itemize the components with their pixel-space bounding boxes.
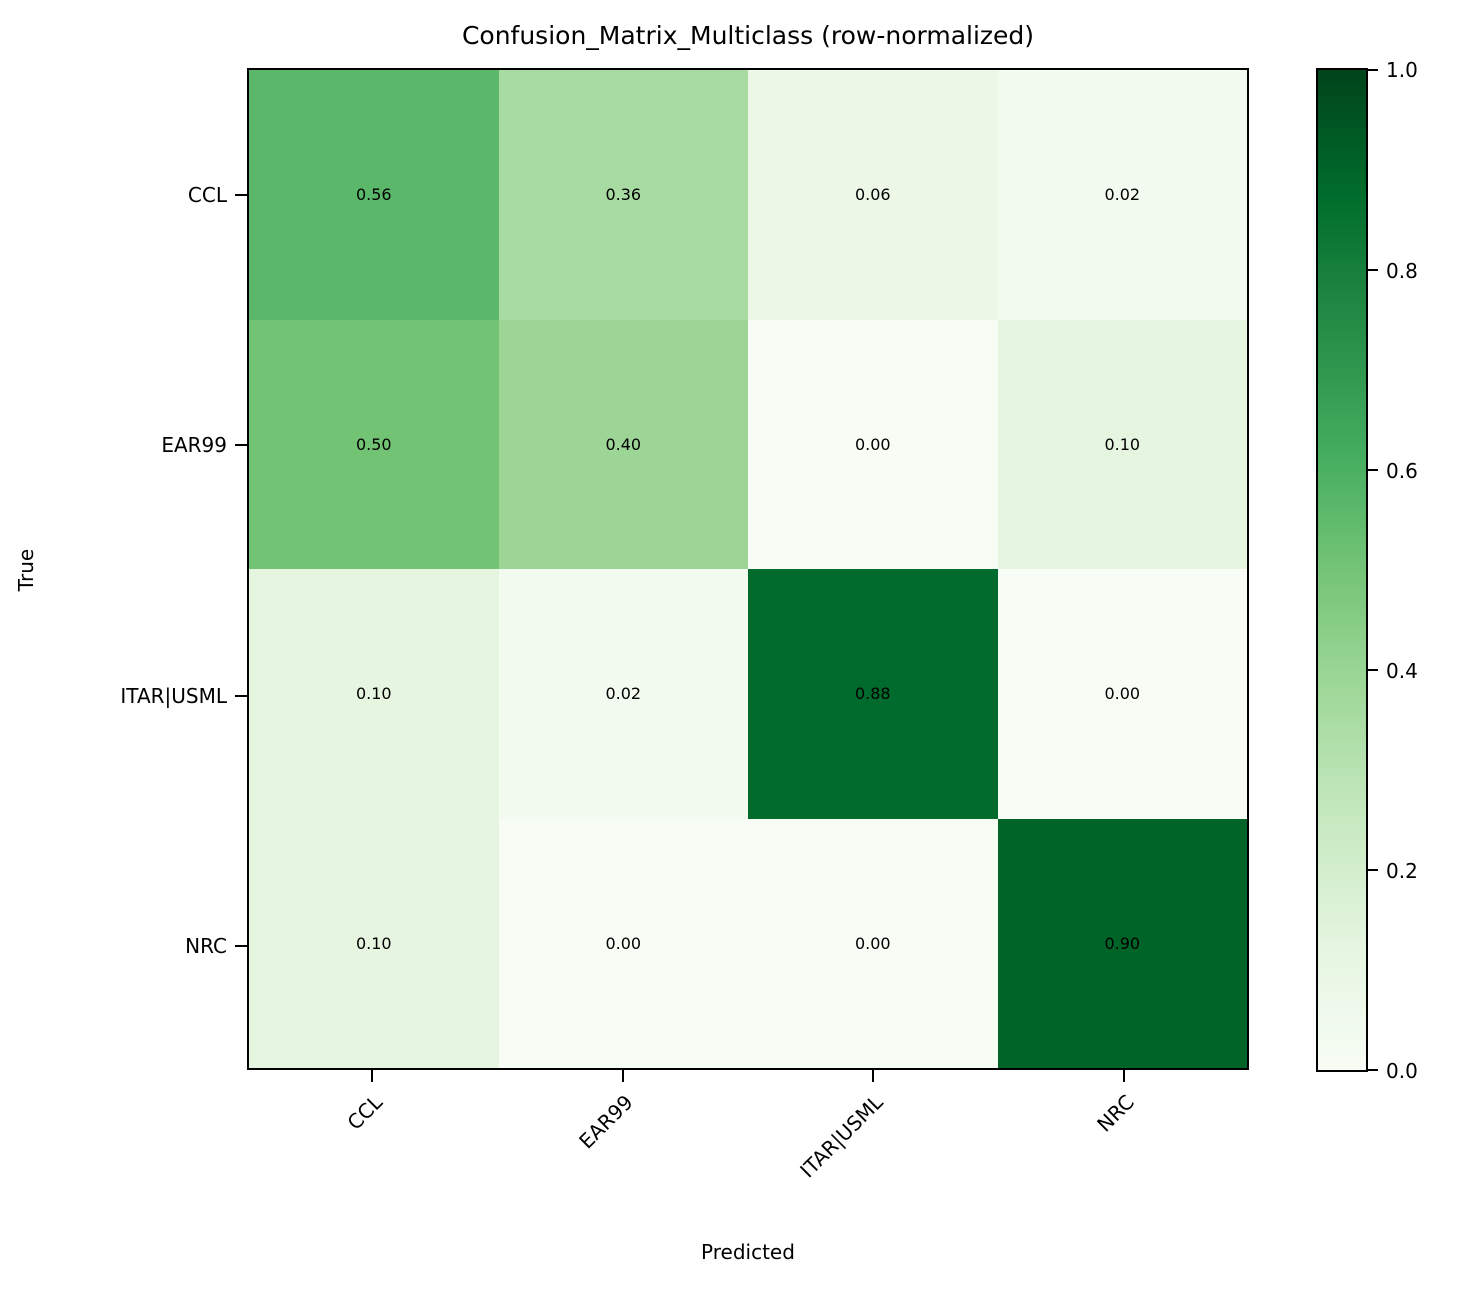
heatmap-cell: 0.10 [249,569,499,819]
y-tick-mark [235,695,247,697]
colorbar-tick-mark [1368,469,1378,471]
colorbar-tick-label: 0.2 [1386,859,1418,883]
y-tick-label: ITAR|USML [120,684,227,708]
x-axis-title: Predicted [701,1240,795,1264]
y-tick-label: CCL [187,183,227,207]
heatmap-cell: 0.00 [997,569,1247,819]
x-tick-mark [872,1070,874,1082]
heatmap-cell: 0.06 [748,70,998,320]
colorbar-tick-mark [1368,69,1378,71]
heatmap-cell: 0.00 [748,319,998,569]
x-tick-label: CCL [342,1090,387,1135]
heatmap-cell: 0.40 [498,319,748,569]
y-tick-label: EAR99 [161,433,227,457]
colorbar-tick-label: 0.8 [1386,259,1418,283]
x-tick-label: ITAR|USML [795,1090,888,1183]
heatmap-cell: 0.00 [498,818,748,1068]
heatmap-cell: 0.88 [748,569,998,819]
colorbar-tick-mark [1368,1069,1378,1071]
colorbar [1316,68,1368,1072]
x-tick-label: NRC [1092,1090,1139,1137]
x-tick-mark [622,1070,624,1082]
colorbar-tick-label: 1.0 [1386,58,1418,82]
x-tick-label: EAR99 [574,1090,638,1154]
y-tick-label: NRC [185,934,227,958]
heatmap-plot-area: 0.56 0.36 0.06 0.02 0.50 0.40 0.00 0.10 … [247,68,1249,1070]
colorbar-tick-mark [1368,669,1378,671]
x-tick-mark [1123,1070,1125,1082]
y-tick-mark [235,194,247,196]
colorbar-tick-label: 0.6 [1386,459,1418,483]
heatmap-cell: 0.10 [249,818,499,1068]
heatmap-cell: 0.90 [997,818,1247,1068]
heatmap-cell: 0.10 [997,319,1247,569]
heatmap-grid: 0.56 0.36 0.06 0.02 0.50 0.40 0.00 0.10 … [249,70,1247,1068]
colorbar-tick-label: 0.4 [1386,659,1418,683]
y-tick-mark [235,945,247,947]
colorbar-tick-mark [1368,269,1378,271]
colorbar-tick-mark [1368,869,1378,871]
heatmap-cell: 0.56 [249,70,499,320]
y-axis-title: True [14,548,38,592]
heatmap-cell: 0.50 [249,319,499,569]
heatmap-cell: 0.02 [997,70,1247,320]
colorbar-tick-label: 0.0 [1386,1059,1418,1083]
heatmap-cell: 0.02 [498,569,748,819]
y-tick-mark [235,444,247,446]
chart-title: Confusion_Matrix_Multiclass (row-normali… [461,21,1035,50]
heatmap-cell: 0.36 [498,70,748,320]
heatmap-cell: 0.00 [748,818,998,1068]
x-tick-mark [371,1070,373,1082]
